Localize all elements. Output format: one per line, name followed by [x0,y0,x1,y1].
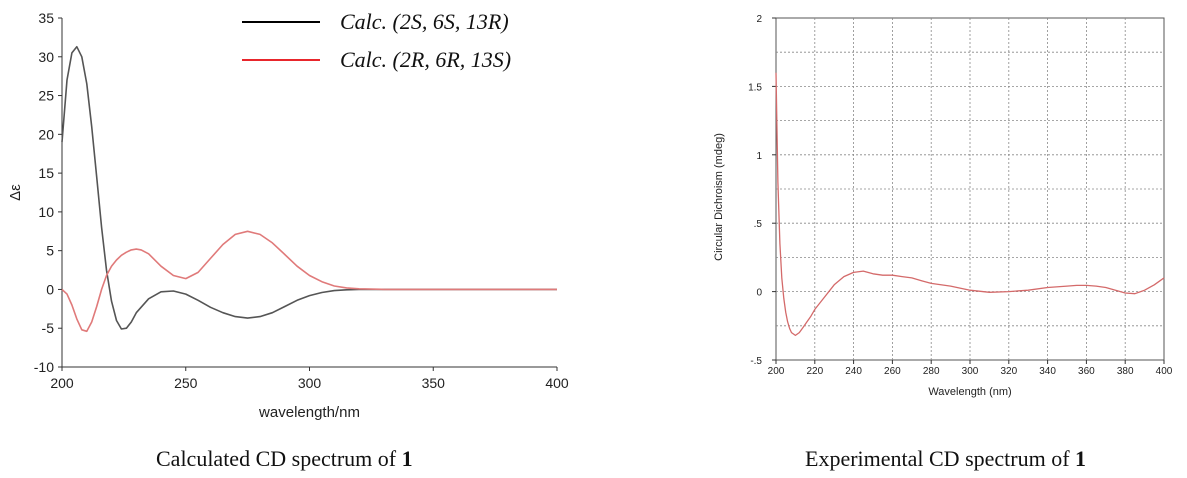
left-caption-compound: 1 [401,446,413,471]
right-y-tick-label: .5 [754,219,763,230]
right-caption-compound: 1 [1075,446,1087,471]
left-x-tick-label: 350 [422,375,446,391]
left-x-tick-label: 300 [298,375,322,391]
left-y-tick-label: -5 [42,320,55,336]
right-x-tick-label: 200 [768,366,785,377]
right-y-tick-label: 1.5 [748,82,762,93]
left-y-tick-label: -10 [34,359,54,375]
right-x-tick-label: 380 [1117,366,1134,377]
right-x-tick-label: 360 [1078,366,1095,377]
left-series-line-2 [61,230,557,333]
left-x-tick-label: 200 [50,375,74,391]
right-x-tick-label: 260 [884,366,901,377]
left-x-axis-label: wavelength/nm [258,404,360,421]
left-y-tick-label: 20 [38,126,54,142]
left-y-tick-label: 10 [38,204,54,220]
right-x-tick-label: 340 [1039,366,1056,377]
right-y-tick-label: -.5 [750,356,762,367]
left-x-tick-label: 400 [545,375,569,391]
right-x-tick-label: 300 [962,366,979,377]
right-caption: Experimental CD spectrum of 1 [805,446,1086,472]
calculated-cd-chart: -10 -5 0 5 10 15 20 25 30 35 200 250 300 350 400 wavele… [7,9,569,421]
right-x-axis-label: Wavelength (nm) [928,386,1011,398]
legend-label-2: Calc. (2R, 6R, 13S) [340,47,511,72]
left-series-line-1 [61,45,557,330]
left-x-tick-label: 250 [174,375,198,391]
right-x-tick-label: 320 [1000,366,1017,377]
legend-label-1: Calc. (2S, 6S, 13R) [340,9,509,34]
experimental-cd-chart: 200 220 240 260 280 300 320 340 360 380 400 -.5 0 .5 1… [713,14,1173,398]
right-x-tick-label: 280 [923,366,940,377]
left-y-tick-label: 0 [46,281,54,297]
right-y-axis-label: Circular Dichroism (mdeg) [713,133,725,261]
left-caption-text: Calculated CD spectrum of [156,446,397,471]
left-caption: Calculated CD spectrum of 1 [156,446,413,472]
right-y-tick-label: 0 [756,288,762,299]
right-x-tick-label: 240 [845,366,862,377]
left-y-tick-label: 30 [38,49,54,65]
left-y-tick-label: 35 [38,10,54,26]
right-y-tick-label: 1 [756,151,762,162]
left-y-tick-label: 5 [46,243,54,259]
left-y-tick-label: 15 [38,165,54,181]
right-series-line-1 [775,72,1165,337]
left-y-axis-label: Δε [7,184,24,201]
right-y-tick-label: 2 [756,14,762,25]
right-x-tick-label: 220 [806,366,823,377]
right-caption-text: Experimental CD spectrum of [805,446,1070,471]
right-x-tick-label: 400 [1156,366,1173,377]
left-y-tick-label: 25 [38,88,54,104]
